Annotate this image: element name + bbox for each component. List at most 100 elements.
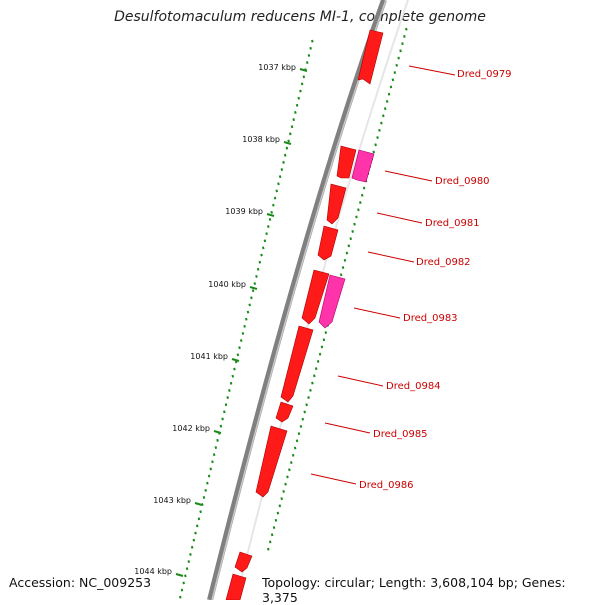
gene-arrow[interactable] <box>234 551 253 573</box>
scale-dot <box>184 574 187 578</box>
scale-dot <box>324 331 328 334</box>
gene-arrow[interactable] <box>225 573 247 600</box>
scale-dot <box>303 410 306 414</box>
scale-dot <box>355 215 358 219</box>
gene-label[interactable]: Dred_0980 <box>384 170 490 187</box>
scale-dot <box>292 118 295 122</box>
gene-name[interactable]: Dred_0982 <box>416 257 471 268</box>
gene-name[interactable]: Dred_0986 <box>359 480 414 491</box>
gene-label[interactable]: Dred_0983 <box>353 307 458 324</box>
scale-dot <box>179 595 182 599</box>
scale-dot <box>248 303 251 307</box>
scale-dot <box>250 296 253 300</box>
scale-dot <box>297 432 301 436</box>
gene-track <box>225 29 384 600</box>
scale-dot <box>309 388 312 392</box>
scale-dot <box>219 424 223 428</box>
gene-label[interactable]: Dred_0981 <box>376 212 480 229</box>
scale-dot <box>339 273 343 277</box>
scale-dot <box>305 403 308 407</box>
scale-dot <box>278 175 282 179</box>
gene-arrow[interactable] <box>255 425 288 498</box>
gene-label[interactable]: Dred_0985 <box>324 422 428 440</box>
scale-dot <box>207 474 211 478</box>
gene-arrow[interactable] <box>280 325 314 403</box>
gene-label[interactable]: Dred_0979 <box>408 65 512 80</box>
gene-name[interactable]: Dred_0979 <box>457 69 512 80</box>
scale-dot <box>263 239 267 243</box>
scale-dot <box>201 503 204 506</box>
scale-dot <box>282 489 285 493</box>
gene-arrow[interactable] <box>336 145 357 179</box>
gene-arrow-highlight[interactable] <box>318 274 346 329</box>
scale-dot <box>195 524 199 528</box>
scale-dot <box>311 381 314 385</box>
scale-dot <box>251 289 255 293</box>
scale-dot <box>302 75 306 79</box>
gene-name[interactable]: Dred_0985 <box>373 429 428 440</box>
accession-text: Accession: NC_009253 <box>9 575 152 590</box>
scale-dot <box>274 518 278 522</box>
scale-dot <box>190 545 194 549</box>
scale-dot <box>290 125 294 129</box>
scale-dot <box>223 410 226 414</box>
scale-dot <box>226 396 229 400</box>
scale-dot <box>290 461 293 464</box>
scale-dot <box>265 232 268 236</box>
scale-dot <box>320 345 324 349</box>
scale-dot <box>295 103 299 107</box>
kbp-tick-label: 1044 kbp <box>134 567 172 576</box>
gene-name[interactable]: Dred_0980 <box>435 176 490 187</box>
scale-dot <box>212 453 216 457</box>
scale-dot <box>243 324 246 328</box>
scale-dot <box>214 446 218 449</box>
scale-dot <box>299 89 302 93</box>
scale-dot <box>182 581 185 585</box>
scale-dot <box>216 438 219 442</box>
scale-dot <box>245 317 248 321</box>
gene-arrow[interactable] <box>317 225 339 261</box>
kbp-tick-label: 1043 kbp <box>153 496 191 505</box>
gene-label[interactable]: Dred_0984 <box>337 375 441 392</box>
scale-dot <box>300 82 304 86</box>
gene-arrow[interactable] <box>357 29 384 85</box>
kbp-tick: 1043 kbp <box>153 496 203 506</box>
scale-dot <box>180 588 184 592</box>
gene-name[interactable]: Dred_0984 <box>386 381 441 392</box>
gene-name[interactable]: Dred_0981 <box>425 218 480 229</box>
kbp-ticks: 1037 kbp 1038 kbp 1039 kbp 1040 kbp 1041… <box>134 63 308 577</box>
scale-dot <box>299 424 303 428</box>
scale-dot <box>313 374 316 378</box>
kbp-tick-label: 1039 kbp <box>225 207 263 216</box>
scale-dot <box>362 186 366 190</box>
scale-dot <box>359 201 362 204</box>
scale-dot <box>343 258 347 262</box>
scale-dot <box>291 453 295 457</box>
kbp-tick-label: 1038 kbp <box>242 135 280 144</box>
scale-dot <box>229 381 233 385</box>
gene-label[interactable]: Dred_0982 <box>367 251 471 268</box>
gene-arrow[interactable] <box>326 183 347 225</box>
scale-dot <box>204 488 207 492</box>
genome-backbone-shine <box>211 0 387 600</box>
scale-dot <box>194 531 197 535</box>
scale-dot <box>307 396 310 399</box>
gene-name[interactable]: Dred_0983 <box>403 313 458 324</box>
kbp-tick: 1044 kbp <box>134 567 184 577</box>
scale-dot <box>260 253 263 257</box>
scale-dot <box>309 46 312 50</box>
gene-arrow[interactable] <box>301 269 330 325</box>
gene-arrow[interactable] <box>275 401 294 423</box>
scale-dot <box>382 114 385 118</box>
gene-label[interactable]: Dred_0986 <box>310 473 414 491</box>
scale-dot <box>345 251 349 255</box>
scale-dot <box>341 266 345 269</box>
scale-dots-left <box>179 39 314 599</box>
scale-dot <box>267 547 270 551</box>
scale-dot <box>353 222 356 226</box>
genome-backbone <box>207 0 387 600</box>
gene-arrow-highlight[interactable] <box>351 149 375 183</box>
scale-dot <box>286 475 289 479</box>
scale-dot <box>278 504 282 508</box>
kbp-tick: 1037 kbp <box>258 63 308 72</box>
